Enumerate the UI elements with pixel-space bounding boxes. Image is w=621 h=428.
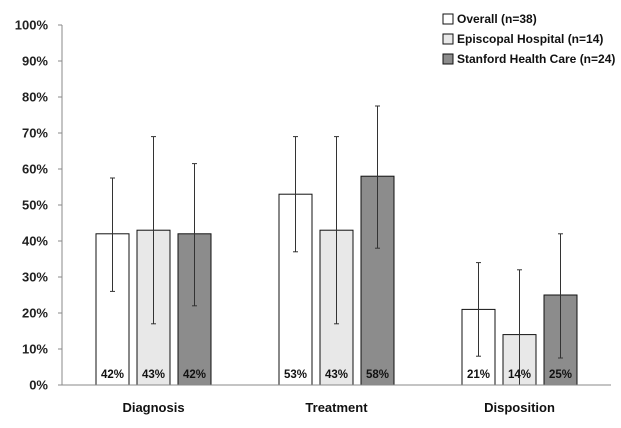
data-label: 14% bbox=[508, 369, 531, 381]
y-tick-label: 30% bbox=[22, 270, 48, 285]
x-category-label: Disposition bbox=[484, 400, 555, 415]
legend-label: Stanford Health Care (n=24) bbox=[457, 52, 615, 66]
y-axis: 0% 10% 20% 30% 40% 50% 60% 70% 80% 90% 100% bbox=[15, 18, 63, 393]
data-label: 43% bbox=[325, 369, 348, 381]
x-category-label: Treatment bbox=[305, 400, 368, 415]
y-tick-label: 60% bbox=[22, 162, 48, 177]
y-tick-label: 50% bbox=[22, 198, 48, 213]
legend-swatch bbox=[442, 33, 454, 45]
data-label: 53% bbox=[284, 369, 307, 381]
y-tick-label: 20% bbox=[22, 306, 48, 321]
legend-swatch bbox=[442, 13, 454, 25]
legend-label: Episcopal Hospital (n=14) bbox=[457, 32, 603, 46]
y-tick-label: 80% bbox=[22, 90, 48, 105]
data-label: 42% bbox=[183, 369, 206, 381]
legend-swatch bbox=[442, 53, 454, 65]
x-category-label: Diagnosis bbox=[122, 400, 184, 415]
legend: Overall (n=38) Episcopal Hospital (n=14) S… bbox=[442, 12, 615, 66]
y-tick-label: 70% bbox=[22, 126, 48, 141]
bars: 42% 43% 42% 53% 43% 58% 21% 14% 25% bbox=[95, 105, 578, 386]
y-tick-label: 0% bbox=[29, 378, 48, 393]
y-tick-label: 90% bbox=[22, 54, 48, 69]
data-label: 58% bbox=[366, 369, 389, 381]
y-tick-label: 100% bbox=[15, 18, 49, 33]
data-label: 43% bbox=[142, 369, 165, 381]
data-label: 42% bbox=[101, 369, 124, 381]
data-label: 25% bbox=[549, 369, 572, 381]
x-axis: Diagnosis Treatment Disposition bbox=[62, 384, 611, 415]
y-tick-label: 10% bbox=[22, 342, 48, 357]
legend-label: Overall (n=38) bbox=[457, 12, 537, 26]
data-label: 21% bbox=[467, 369, 490, 381]
y-tick-label: 40% bbox=[22, 234, 48, 249]
